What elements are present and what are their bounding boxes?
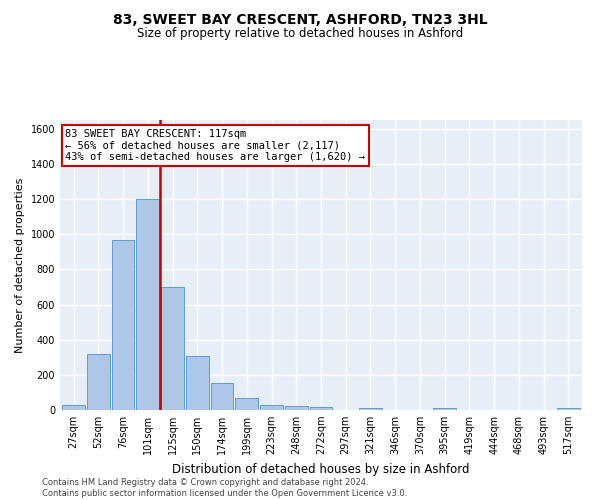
X-axis label: Distribution of detached houses by size in Ashford: Distribution of detached houses by size …	[172, 462, 470, 475]
Bar	[260, 404, 283, 410]
Text: Contains HM Land Registry data © Crown copyright and database right 2024.
Contai: Contains HM Land Registry data © Crown c…	[42, 478, 407, 498]
Bar	[433, 408, 456, 410]
Bar	[557, 408, 580, 410]
Bar	[87, 354, 110, 410]
Text: 83 SWEET BAY CRESCENT: 117sqm
← 56% of detached houses are smaller (2,117)
43% o: 83 SWEET BAY CRESCENT: 117sqm ← 56% of d…	[65, 128, 365, 162]
Bar	[235, 398, 258, 410]
Text: 83, SWEET BAY CRESCENT, ASHFORD, TN23 3HL: 83, SWEET BAY CRESCENT, ASHFORD, TN23 3H…	[113, 12, 487, 26]
Bar	[136, 199, 159, 410]
Bar	[211, 383, 233, 410]
Bar	[161, 287, 184, 410]
Bar	[62, 404, 85, 410]
Bar	[285, 406, 308, 410]
Bar	[186, 356, 209, 410]
Bar	[359, 408, 382, 410]
Bar	[112, 240, 134, 410]
Text: Size of property relative to detached houses in Ashford: Size of property relative to detached ho…	[137, 28, 463, 40]
Bar	[310, 408, 332, 410]
Y-axis label: Number of detached properties: Number of detached properties	[15, 178, 25, 352]
